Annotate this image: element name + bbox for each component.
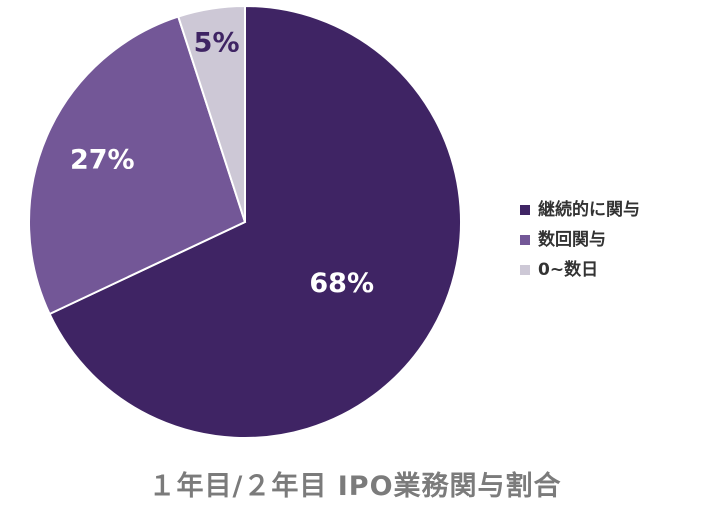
- legend-label-3: 0~数日: [538, 259, 598, 280]
- legend-swatch-3: [520, 265, 530, 275]
- legend-swatch-1: [520, 205, 530, 215]
- legend-swatch-2: [520, 235, 530, 245]
- pie-slice-3: [176, 4, 246, 223]
- legend-label-1: 継続的に関与: [538, 199, 640, 220]
- chart-title: １年目/２年目 IPO業務関与割合: [148, 471, 562, 502]
- pie-slices: [28, 4, 463, 439]
- slice-labels: 68% 27% 5%: [70, 27, 374, 299]
- slice-label-1: 68%: [309, 268, 374, 299]
- pie-slice-2: [28, 15, 247, 316]
- slice-label-3: 5%: [194, 27, 240, 58]
- pie-slice-1: [48, 4, 463, 439]
- slice-label-2: 27%: [70, 145, 135, 176]
- legend-label-2: 数回関与: [538, 229, 606, 250]
